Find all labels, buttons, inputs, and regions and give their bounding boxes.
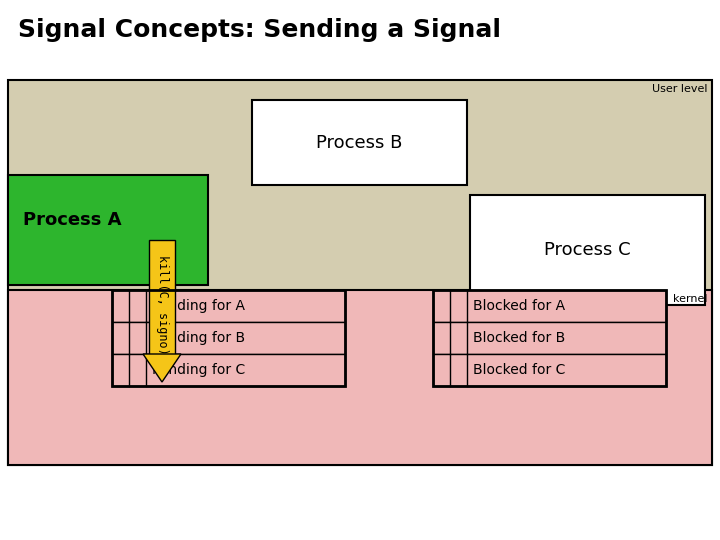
- Text: kernel: kernel: [673, 294, 708, 304]
- Bar: [149, 240, 175, 360]
- Bar: [433, 290, 666, 386]
- Text: Signal Concepts: Sending a Signal: Signal Concepts: Sending a Signal: [18, 18, 501, 42]
- Bar: [112, 290, 345, 386]
- Text: Pending for C: Pending for C: [152, 363, 246, 377]
- Text: Process B: Process B: [316, 133, 402, 152]
- Text: Blocked for C: Blocked for C: [473, 363, 565, 377]
- Bar: [470, 195, 705, 305]
- Bar: [112, 290, 345, 322]
- Bar: [252, 100, 467, 185]
- Text: Pending for B: Pending for B: [152, 331, 245, 345]
- Bar: [433, 290, 666, 322]
- Bar: [112, 322, 345, 354]
- Bar: [8, 175, 208, 285]
- Text: kill(C, signo): kill(C, signo): [156, 255, 169, 355]
- Polygon shape: [143, 354, 181, 382]
- Text: Process A: Process A: [23, 211, 122, 229]
- Text: Blocked for B: Blocked for B: [473, 331, 565, 345]
- Bar: [112, 354, 345, 386]
- Bar: [8, 80, 712, 465]
- Text: User level: User level: [652, 84, 708, 94]
- Bar: [433, 322, 666, 354]
- Text: Blocked for A: Blocked for A: [473, 299, 565, 313]
- Bar: [433, 354, 666, 386]
- Text: Process C: Process C: [544, 241, 631, 259]
- Text: Pending for A: Pending for A: [152, 299, 245, 313]
- Bar: [8, 290, 712, 465]
